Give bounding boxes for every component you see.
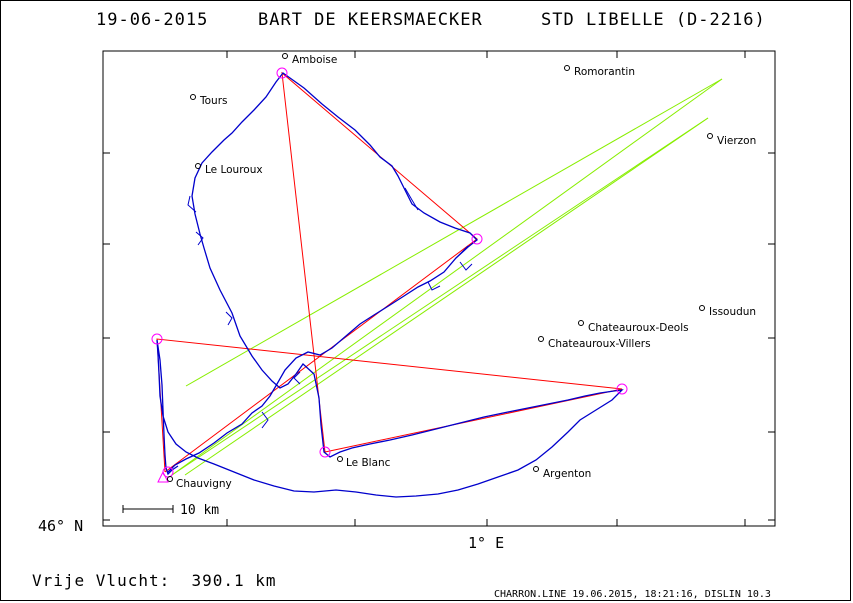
pilot-name: BART DE KEERSMAECKER xyxy=(258,10,483,30)
turnpoint-markers xyxy=(151,67,628,483)
track-detail xyxy=(187,187,473,429)
longitude-label: 1° E xyxy=(468,534,504,552)
turnpoint-marker xyxy=(151,333,163,345)
glider-name: STD LIBELLE (D-2216) xyxy=(541,10,766,30)
start-marker xyxy=(157,470,169,483)
place-argenton: Argenton xyxy=(543,468,591,480)
place-issoudun: Issoudun xyxy=(709,306,756,318)
turnpoint-marker xyxy=(616,383,628,395)
turnpoint-marker xyxy=(276,67,288,79)
axis-ticks xyxy=(103,51,775,526)
sector-lines xyxy=(171,78,723,476)
place-chauvigny: Chauvigny xyxy=(176,478,232,490)
latitude-label: 46° N xyxy=(38,517,83,535)
flight-track xyxy=(156,72,624,498)
place-romorantin: Romorantin xyxy=(574,66,635,78)
place-chateauroux-deols: Chateauroux-Deols xyxy=(588,322,689,334)
place-vierzon: Vierzon xyxy=(717,135,756,147)
scale-bar xyxy=(122,505,174,513)
place-le-louroux: Le Louroux xyxy=(205,164,263,176)
free-flight-distance: Vrije Vlucht: 390.1 km xyxy=(32,571,277,590)
place-chateauroux-villers: Chateauroux-Villers xyxy=(548,338,651,350)
turnpoint-marker xyxy=(471,233,483,245)
turnpoint-marker xyxy=(319,446,331,458)
map-box xyxy=(102,50,776,527)
place-tours: Tours xyxy=(199,95,228,107)
footer-info: CHARRON.LINE 19.06.2015, 18:21:16, DISLI… xyxy=(494,589,771,600)
place-le-blanc: Le Blanc xyxy=(346,457,391,469)
place-amboise: Amboise xyxy=(292,54,337,66)
scale-bar-label: 10 km xyxy=(180,503,219,518)
task-lines xyxy=(156,71,623,473)
place-dots xyxy=(167,53,713,482)
flight-date: 19-06-2015 xyxy=(96,10,208,30)
